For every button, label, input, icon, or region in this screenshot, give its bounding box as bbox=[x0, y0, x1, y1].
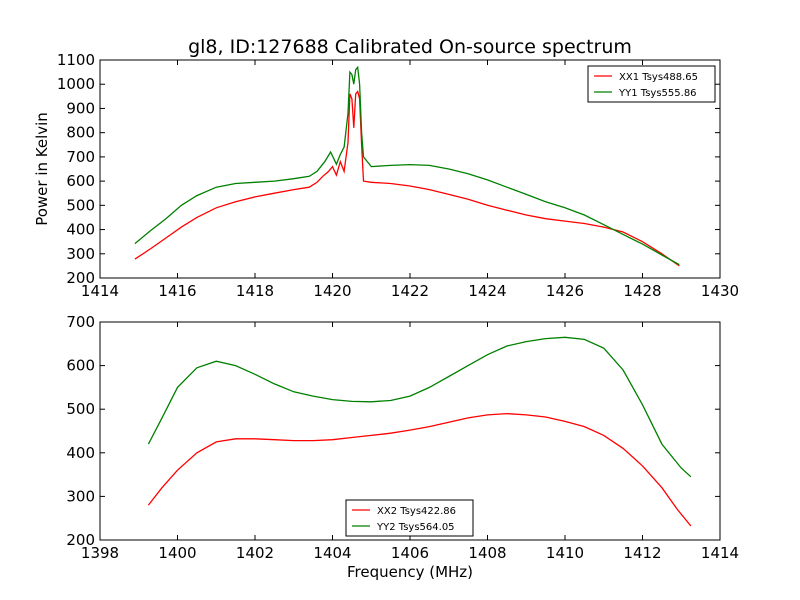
y-tick-label: 800 bbox=[66, 124, 95, 142]
y-tick-label: 600 bbox=[66, 172, 95, 190]
y-tick-label: 300 bbox=[66, 487, 95, 505]
y-tick-label: 600 bbox=[66, 357, 95, 375]
series-line-2-2 bbox=[147, 336, 692, 478]
y-axis-label: Power in Kelvin bbox=[33, 112, 51, 226]
x-tick-label: 1428 bbox=[623, 282, 661, 300]
x-tick-label: 1414 bbox=[701, 544, 739, 562]
y-tick-label: 300 bbox=[66, 245, 95, 263]
y-tick-label: 700 bbox=[66, 148, 95, 166]
y-tick-label: 400 bbox=[66, 444, 95, 462]
series-line-1-1 bbox=[134, 90, 680, 267]
y-tick-label: 200 bbox=[66, 269, 95, 287]
series-line-1-2 bbox=[134, 65, 680, 266]
y-tick-label: 200 bbox=[66, 531, 95, 549]
x-tick-label: 1424 bbox=[468, 282, 506, 300]
x-tick-label: 1402 bbox=[236, 544, 274, 562]
x-tick-label: 1400 bbox=[158, 544, 196, 562]
x-tick-label: 1412 bbox=[623, 544, 661, 562]
x-tick-label: 1416 bbox=[158, 282, 196, 300]
y-tick-label: 900 bbox=[66, 99, 95, 117]
x-tick-label: 1414 bbox=[81, 282, 119, 300]
legend-box bbox=[345, 499, 474, 537]
x-tick-label: 1398 bbox=[81, 544, 119, 562]
legend-label: YY1 Tsys555.86 bbox=[618, 88, 697, 99]
x-tick-label: 1404 bbox=[313, 544, 351, 562]
y-tick-label: 400 bbox=[66, 221, 95, 239]
bottom-panel: 1398 1400 1402 1404 1406 1408 1410 1412 1414 200 3… bbox=[66, 313, 739, 581]
legend: XX2 Tsys422.86 YY2 Tsys564.05 bbox=[345, 499, 474, 537]
y-tick-label: 500 bbox=[66, 196, 95, 214]
chart-title: gl8, ID:127688 Calibrated On-source spec… bbox=[188, 36, 632, 58]
x-tick-label: 1418 bbox=[236, 282, 274, 300]
x-tick-label: 1422 bbox=[391, 282, 429, 300]
top-panel: 1414 1416 1418 1420 1422 1424 1426 1428 1430 200 3… bbox=[33, 51, 739, 300]
y-tick-label: 1100 bbox=[57, 51, 95, 69]
legend-label: XX2 Tsys422.86 bbox=[377, 506, 456, 517]
legend: XX1 Tsys488.65 YY1 Tsys555.86 bbox=[587, 65, 716, 103]
x-tick-label: 1426 bbox=[546, 282, 584, 300]
legend-box bbox=[587, 65, 716, 103]
series-line-2-1 bbox=[147, 412, 692, 527]
y-tick-label: 500 bbox=[66, 400, 95, 418]
x-tick-label: 1406 bbox=[391, 544, 429, 562]
x-axis-label: Frequency (MHz) bbox=[347, 563, 473, 581]
legend-label: XX1 Tsys488.65 bbox=[619, 72, 698, 83]
x-tick-label: 1408 bbox=[468, 544, 506, 562]
x-tick-label: 1430 bbox=[701, 282, 739, 300]
x-tick-label: 1420 bbox=[313, 282, 351, 300]
x-tick-label: 1410 bbox=[546, 544, 584, 562]
y-tick-label: 700 bbox=[66, 313, 95, 331]
y-tick-label: 1000 bbox=[57, 75, 95, 93]
legend-label: YY2 Tsys564.05 bbox=[376, 522, 455, 533]
